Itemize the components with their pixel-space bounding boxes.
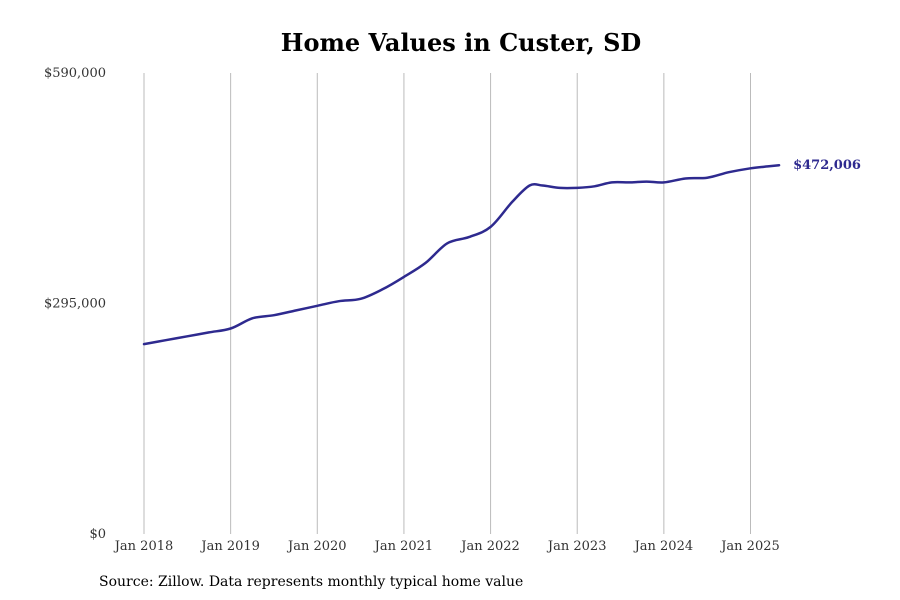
y-axis-ticks: $0 $295,000 $590,000 — [44, 66, 106, 542]
x-tick-label: Jan 2020 — [286, 539, 347, 554]
gridlines — [143, 73, 751, 534]
y-tick-label: $590,000 — [44, 66, 106, 81]
y-tick-label: $0 — [89, 527, 106, 542]
series-group: $472,006 — [142, 158, 861, 346]
x-tick-label: Jan 2025 — [719, 539, 780, 554]
x-tick-label: Jan 2021 — [373, 539, 434, 554]
x-tick-label: Jan 2022 — [459, 539, 520, 554]
x-tick-label: Jan 2024 — [633, 539, 694, 554]
source-note: Source: Zillow. Data represents monthly … — [99, 574, 524, 590]
series-line — [142, 163, 781, 346]
series-end-label: $472,006 — [793, 158, 861, 173]
x-tick-label: Jan 2019 — [199, 539, 260, 554]
x-axis-ticks: Jan 2018 Jan 2019 Jan 2020 Jan 2021 Jan 2022… — [113, 539, 780, 554]
x-tick-label: Jan 2018 — [113, 539, 174, 554]
chart-title: Home Values in Custer, SD — [280, 28, 642, 57]
x-tick-label: Jan 2023 — [546, 539, 607, 554]
y-tick-label: $295,000 — [44, 297, 106, 312]
